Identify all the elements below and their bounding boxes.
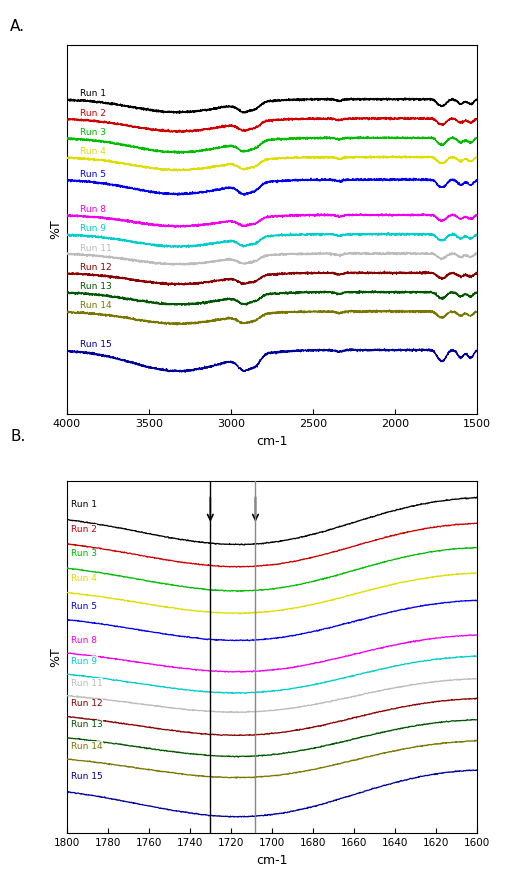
Text: Run 2: Run 2	[71, 525, 96, 535]
Text: Run 14: Run 14	[71, 741, 103, 750]
Y-axis label: %T: %T	[50, 219, 63, 240]
Text: Run 2: Run 2	[80, 109, 106, 118]
Text: Run 9: Run 9	[80, 225, 106, 233]
Text: Run 1: Run 1	[80, 89, 106, 98]
Text: B.: B.	[10, 429, 26, 444]
Text: Run 11: Run 11	[71, 679, 103, 688]
Text: Run 13: Run 13	[71, 721, 103, 730]
Text: A.: A.	[10, 20, 25, 34]
Text: Run 5: Run 5	[80, 169, 106, 178]
Text: Run 13: Run 13	[80, 282, 111, 291]
Text: Run 15: Run 15	[80, 340, 111, 349]
Text: Run 8: Run 8	[80, 205, 106, 214]
Text: Run 3: Run 3	[71, 550, 97, 559]
X-axis label: cm-1: cm-1	[256, 854, 288, 867]
Text: Run 5: Run 5	[71, 601, 97, 610]
Y-axis label: %T: %T	[50, 647, 63, 667]
Text: Run 12: Run 12	[71, 699, 103, 708]
Text: Run 15: Run 15	[71, 772, 103, 781]
X-axis label: cm-1: cm-1	[256, 435, 288, 448]
Text: Run 4: Run 4	[80, 147, 106, 156]
Text: Run 3: Run 3	[80, 127, 106, 137]
Text: Run 14: Run 14	[80, 301, 111, 310]
Text: Run 9: Run 9	[71, 657, 97, 666]
Text: Run 11: Run 11	[80, 243, 111, 252]
Text: Run 8: Run 8	[71, 636, 97, 645]
Text: Run 12: Run 12	[80, 263, 111, 272]
Text: Run 1: Run 1	[71, 500, 97, 509]
Text: Run 4: Run 4	[71, 575, 96, 584]
